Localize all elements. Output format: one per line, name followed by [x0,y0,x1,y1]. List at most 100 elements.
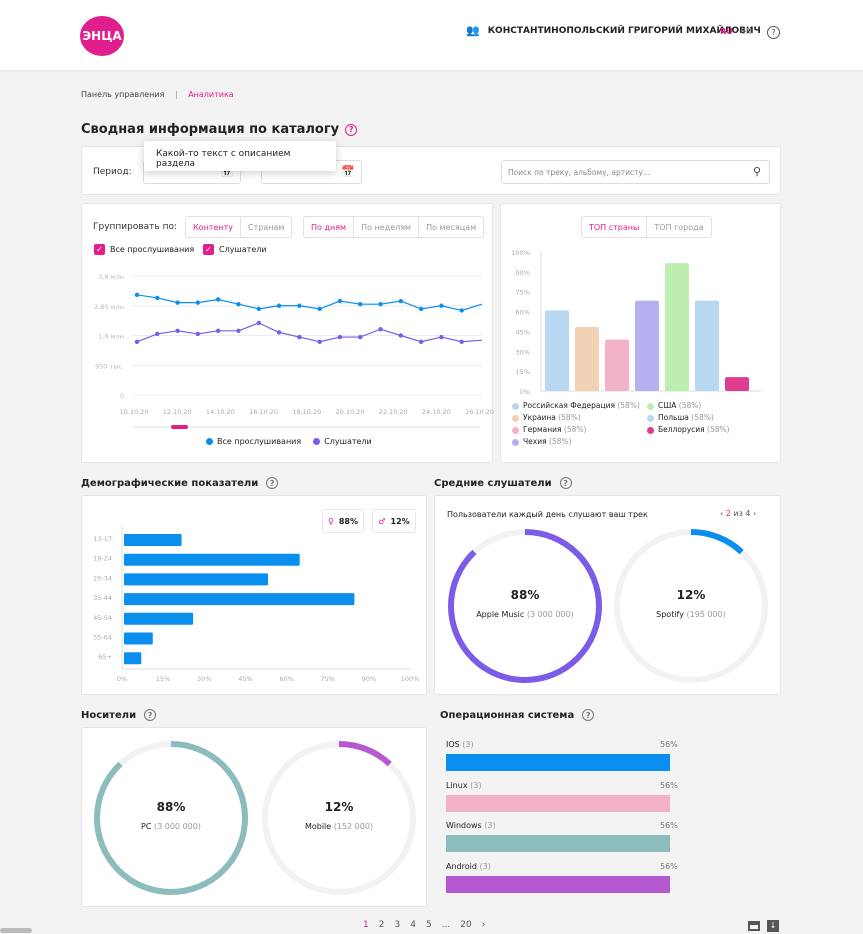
line-legend: Все прослушивания Слушатели [206,437,372,446]
legend-dot [512,426,519,434]
legend-label: Чехия [523,437,549,446]
checkbox-all-label: Все прослушивания [110,245,195,254]
period-weeks[interactable]: По неделям [354,217,420,237]
page-last[interactable]: 20 [460,920,472,930]
tab-top-countries[interactable]: ТОП страны [582,217,648,237]
user-menu[interactable]: 👥 КОНСТАНТИНОПОЛЬСКИЙ ГРИГОРИЙ МИХАЙЛОВИ… [466,24,761,37]
checkbox-all-listens[interactable]: ✓ Все прослушивания [94,244,194,255]
pager-next[interactable]: › [753,509,757,518]
os-label: IOS (3) [446,740,474,749]
page-3[interactable]: 3 [394,920,401,930]
legend-dot [647,414,654,422]
page-2[interactable]: 2 [378,920,385,930]
apple-music-value: 88% Apple Music (3 000 000) [445,588,605,619]
page-5[interactable]: 5 [425,920,432,930]
male-icon: ♂ [378,516,386,526]
horizontal-scrollbar[interactable] [0,928,32,933]
age-label: 13-17 [93,535,112,543]
search-input[interactable]: Поиск по треку, альбому, артисту... ⚲ [501,160,770,184]
question-icon[interactable]: ? [582,709,595,721]
os-track [446,835,769,852]
bar [575,327,599,391]
country-bar-chart: 100% 90% 75% 60% 45% 30% 15% 0% [511,249,761,396]
data-point [398,298,404,304]
donut-pct: 12% [324,800,354,814]
donut-count: (152 000) [333,822,374,831]
y-tick-label: 950 тыс. [95,362,124,370]
data-point [134,339,140,344]
help-icon[interactable]: ? [767,26,780,39]
os-label: Linux (3) [446,781,481,790]
chart-scroll-handle[interactable] [171,425,188,429]
series-line [136,294,483,312]
question-icon[interactable]: ? [266,477,279,489]
os-count: (3) [470,780,482,790]
page-4[interactable]: 4 [410,920,416,930]
legend-label: Польша [658,413,692,422]
x-tick-label: 45% [238,675,252,683]
spotify-donut [614,529,768,683]
breadcrumb-separator: | [174,90,178,99]
lang-ru[interactable]: RU [720,27,733,36]
data-point [215,328,221,334]
y-tick-label: 2,85 млн [94,303,124,311]
checkbox-icon[interactable]: ✓ [94,244,105,255]
pager-prev[interactable]: ‹ [720,509,724,518]
data-point [459,339,464,344]
question-icon[interactable]: ? [345,123,358,136]
female-icon: ♀ [327,516,334,526]
os-row: Linux (3) 56% [446,781,769,822]
os-pct: 56% [660,740,678,749]
lang-en[interactable]: EN [740,27,752,36]
data-point [215,297,221,302]
data-point [134,292,140,297]
y-tick-label: 0% [520,388,530,396]
data-point [155,331,160,337]
group-content[interactable]: Контенту [186,217,242,237]
period-months[interactable]: По месяцам [426,222,477,232]
os-count: (3) [484,821,496,830]
donut-arc [262,741,416,895]
data-point [195,300,201,305]
y-tick-label: 45% [516,328,530,336]
table-view-icon[interactable] [748,921,760,931]
question-icon[interactable]: ? [144,709,157,721]
legend-pct: (58%) [691,413,714,422]
donut-pct: 88% [510,588,540,602]
legend-item: Германия (58%) [512,425,647,434]
x-tick-label: 60% [279,675,293,683]
tab-top-cities[interactable]: ТОП города [654,222,704,232]
y-tick-label: 30% [516,348,530,356]
x-tick-label: 20.10.20 [336,408,365,416]
page-next[interactable]: › [481,920,486,930]
group-countries[interactable]: Странам [248,222,285,232]
x-tick-label: 12.10.20 [163,408,192,416]
data-point [297,334,302,340]
data-point [439,303,444,308]
download-icon[interactable]: ↓ [767,920,779,932]
pagination: 1 2 3 4 5 ... 20 › [363,920,485,930]
x-tick-label: 14.10.20 [206,408,235,416]
pc-value: 88% PC (3 000 000) [91,800,251,831]
os-pct: 56% [660,821,678,830]
os-track [446,794,769,812]
period-days[interactable]: По дням [304,217,355,237]
os-name: Android [446,861,480,871]
checkbox-listeners[interactable]: ✓ Слушатели [203,244,267,255]
logo[interactable]: ЭНЦА [80,16,124,56]
search-icon[interactable]: ⚲ [752,165,761,178]
page-1[interactable]: 1 [363,920,369,930]
checkbox-icon[interactable]: ✓ [203,244,214,255]
pc-donut [94,741,248,895]
series-line [136,322,483,343]
female-badge: ♀ 88% [322,509,364,533]
age-bar [124,652,142,665]
breadcrumb-home[interactable]: Панель управления [81,90,165,99]
pager-total: из 4 [733,509,751,518]
legend-pct: (58%) [558,413,581,422]
legend-all: Все прослушивания [217,437,302,446]
demo-title: Демографические показатели? [81,477,279,489]
question-icon[interactable]: ? [559,477,572,489]
x-tick-label: 100% [401,675,420,683]
calendar-icon[interactable]: 📅 [341,165,355,178]
